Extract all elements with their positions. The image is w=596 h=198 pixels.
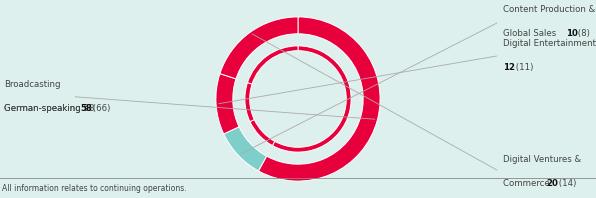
Text: Digital Entertainment: Digital Entertainment xyxy=(503,39,596,48)
Wedge shape xyxy=(272,46,351,152)
Text: 12: 12 xyxy=(503,63,516,72)
Text: Commerce: Commerce xyxy=(503,179,552,188)
Text: (14): (14) xyxy=(556,179,576,188)
Text: Broadcasting: Broadcasting xyxy=(4,80,60,89)
Text: Content Production &: Content Production & xyxy=(503,6,595,14)
Text: 10: 10 xyxy=(566,29,578,38)
Wedge shape xyxy=(245,83,254,122)
Text: Digital Ventures &: Digital Ventures & xyxy=(503,155,582,164)
Text: (66): (66) xyxy=(91,104,111,113)
Text: German-speaking 58: German-speaking 58 xyxy=(4,104,94,113)
Text: 58: 58 xyxy=(80,104,92,113)
Wedge shape xyxy=(224,127,266,171)
Text: (8): (8) xyxy=(575,29,590,38)
Text: All information relates to continuing operations.: All information relates to continuing op… xyxy=(2,184,187,193)
Wedge shape xyxy=(259,17,380,181)
Text: Global Sales: Global Sales xyxy=(503,29,559,38)
Wedge shape xyxy=(220,17,298,79)
Text: (11): (11) xyxy=(513,63,533,72)
Wedge shape xyxy=(216,74,239,134)
Wedge shape xyxy=(250,120,275,146)
Text: German-speaking: German-speaking xyxy=(4,104,83,113)
Text: 20: 20 xyxy=(547,179,558,188)
Wedge shape xyxy=(247,46,298,84)
